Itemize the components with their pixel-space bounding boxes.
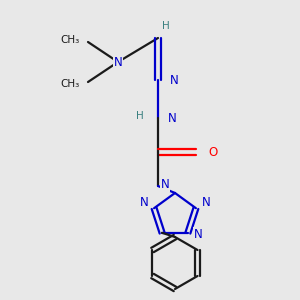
Text: N: N bbox=[160, 178, 169, 191]
Text: N: N bbox=[170, 74, 179, 86]
Text: N: N bbox=[114, 56, 122, 68]
Text: O: O bbox=[208, 146, 217, 158]
Text: N: N bbox=[168, 112, 177, 124]
Text: N: N bbox=[140, 196, 148, 209]
Text: CH₃: CH₃ bbox=[61, 35, 80, 45]
Text: H: H bbox=[136, 111, 144, 121]
Text: CH₃: CH₃ bbox=[61, 79, 80, 89]
Text: N: N bbox=[202, 196, 210, 209]
Text: N: N bbox=[194, 228, 202, 241]
Text: H: H bbox=[162, 21, 170, 31]
